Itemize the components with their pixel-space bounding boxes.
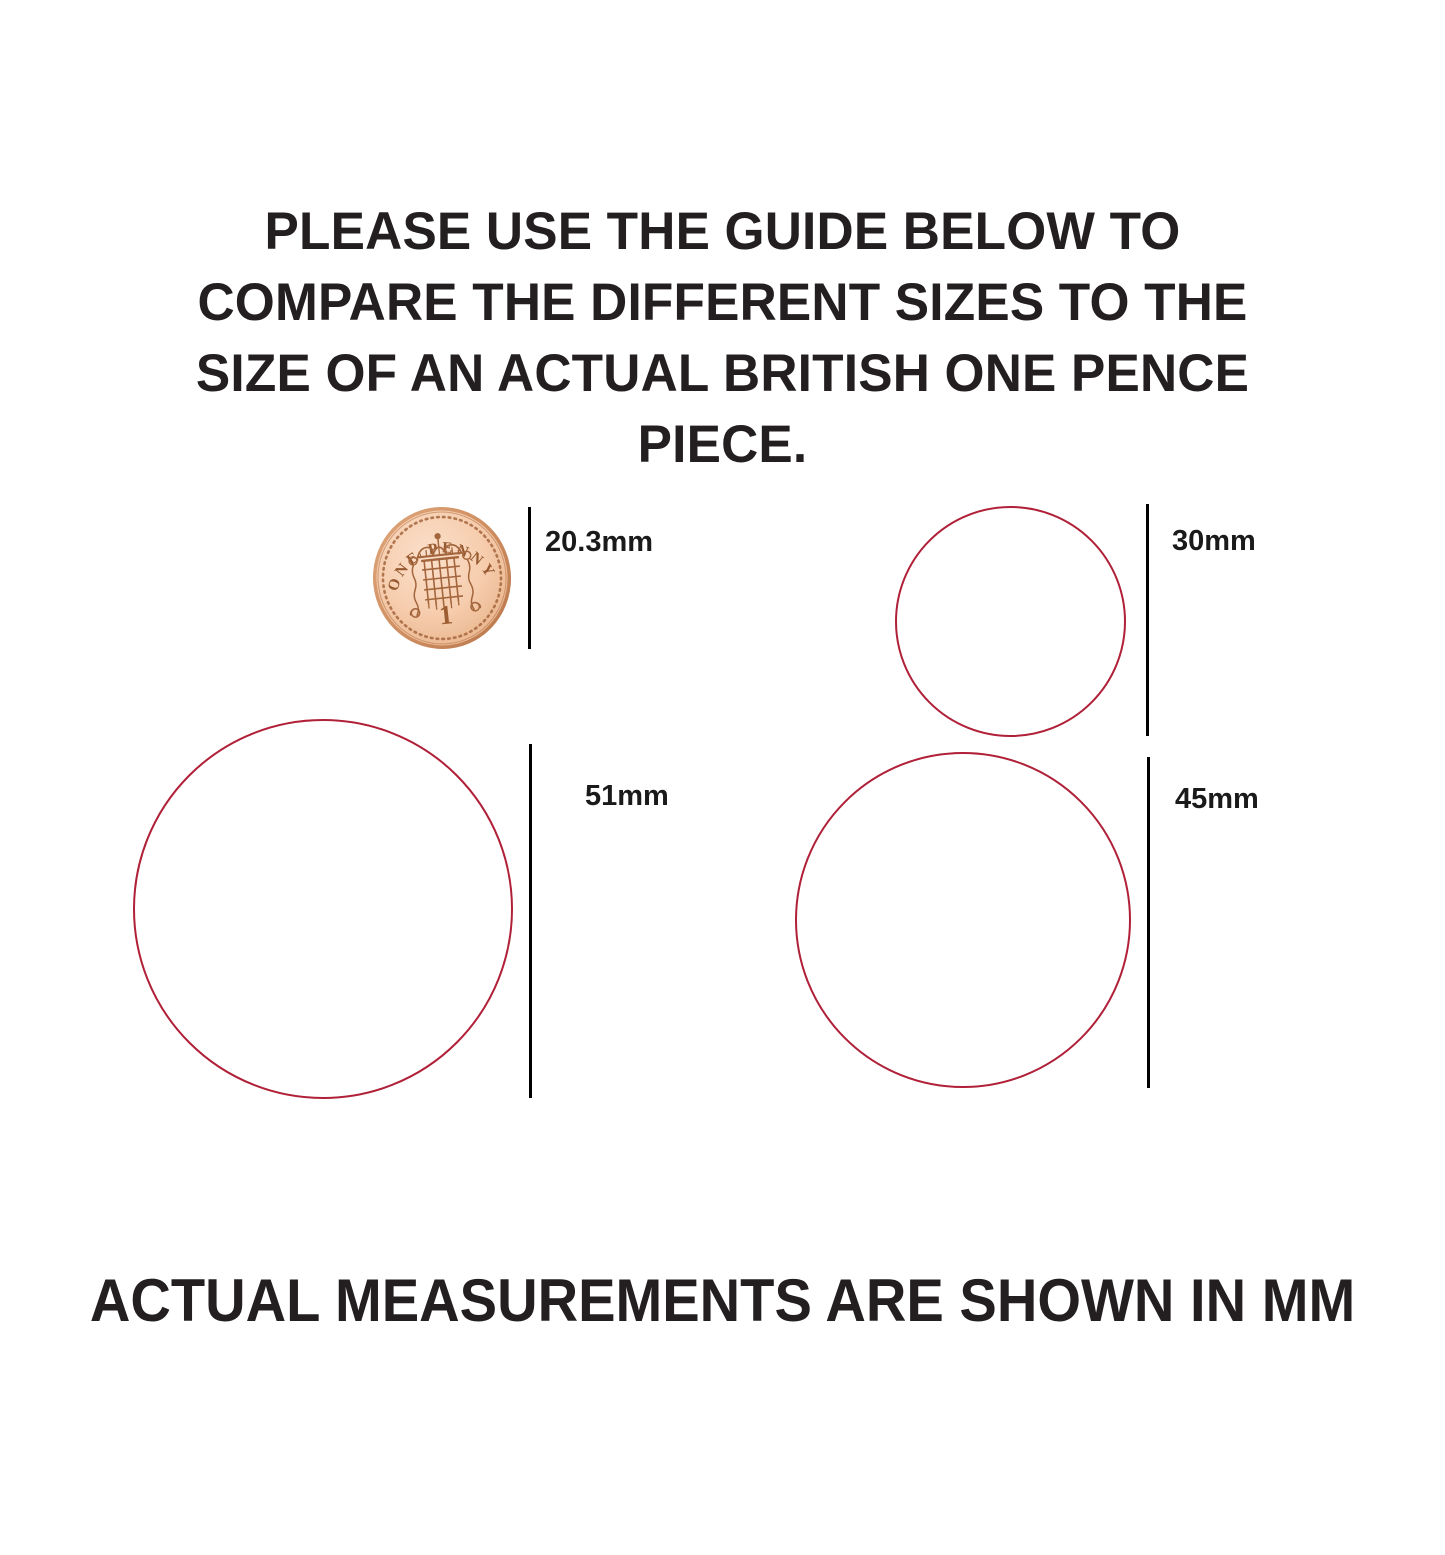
measure-rule-51mm (529, 744, 532, 1098)
measure-rule-30mm (1146, 504, 1149, 736)
measure-label-30mm: 30mm (1172, 525, 1256, 557)
size-circle-45mm (795, 752, 1131, 1088)
page-title-line-4: PIECE. (637, 415, 808, 474)
measure-label-51mm: 51mm (585, 780, 669, 812)
measure-label-45mm: 45mm (1175, 783, 1259, 815)
one-penny-coin-icon: ONE PENNY (371, 506, 513, 650)
coin-denomination-text: 1 (438, 599, 455, 630)
page-title-line-3: SIZE OF AN ACTUAL BRITISH ONE PENCE (195, 344, 1250, 403)
page-title: PLEASE USE THE GUIDE BELOW TO COMPARE TH… (22, 196, 1424, 480)
page-title-line-1: PLEASE USE THE GUIDE BELOW TO (264, 202, 1181, 261)
size-circle-51mm (133, 719, 513, 1099)
footer-note: ACTUAL MEASUREMENTS ARE SHOWN IN MM (89, 1267, 1356, 1334)
measure-rule-20-3mm (528, 507, 531, 649)
measure-label-20-3mm: 20.3mm (545, 526, 654, 558)
measure-rule-45mm (1147, 757, 1150, 1088)
page-title-line-2: COMPARE THE DIFFERENT SIZES TO THE (197, 273, 1248, 332)
size-circle-30mm (895, 506, 1126, 737)
